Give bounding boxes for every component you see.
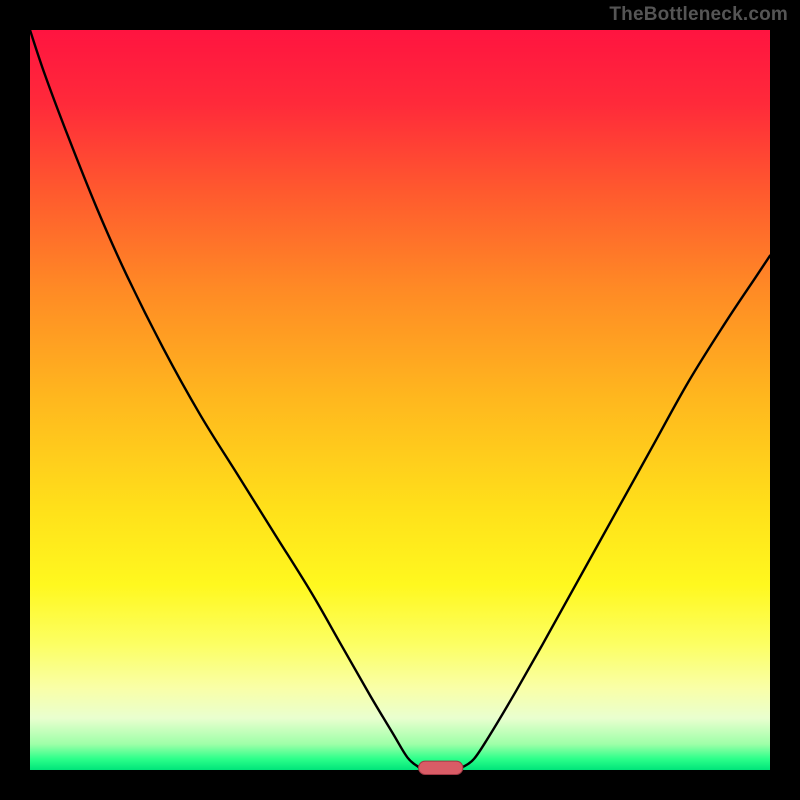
chart-svg bbox=[0, 0, 800, 800]
chart-stage: TheBottleneck.com bbox=[0, 0, 800, 800]
gradient-background bbox=[30, 30, 770, 770]
watermark-text: TheBottleneck.com bbox=[609, 4, 788, 26]
bottleneck-marker bbox=[419, 761, 463, 774]
